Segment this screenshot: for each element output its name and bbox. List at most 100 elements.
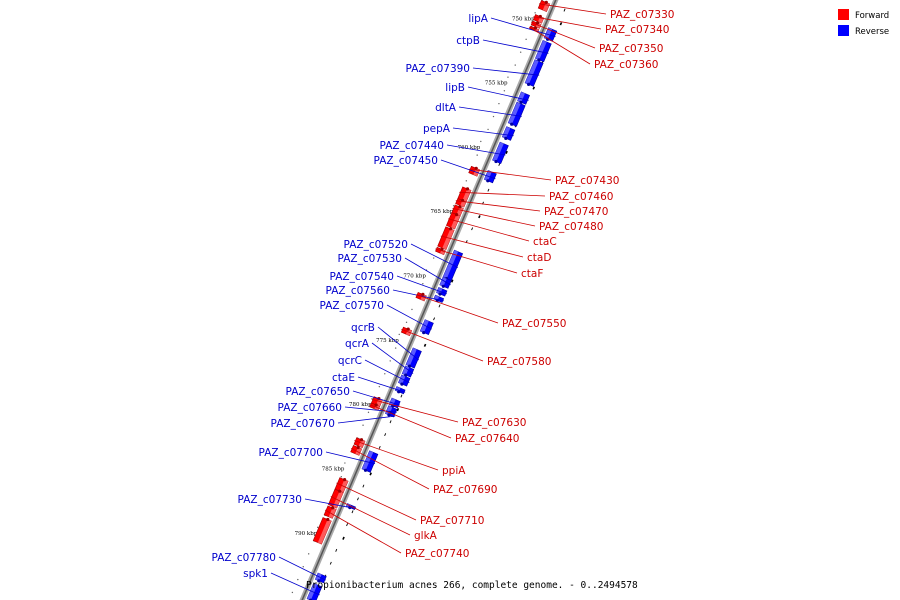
leader-line [371, 342, 414, 374]
gene-PAZ_c07480[interactable] [451, 204, 464, 217]
gene-PAZ_c07750[interactable] [312, 517, 332, 545]
label-PAZ_c07330[interactable]: PAZ_c07330 [538, 3, 674, 21]
label-PAZ_c07520[interactable]: PAZ_c07520 [344, 239, 459, 268]
gene-PAZ_c07390[interactable] [524, 59, 544, 87]
gene-ctpB[interactable] [535, 40, 552, 63]
label-spk1[interactable]: spk1 [243, 568, 320, 596]
gene-pepA[interactable] [501, 126, 516, 141]
tick-mark [505, 150, 508, 154]
minor-mark [362, 424, 364, 426]
label-PAZ_c07530[interactable]: PAZ_c07530 [338, 253, 451, 286]
gene-arrow-tip [441, 284, 445, 288]
backbone-core [301, 0, 557, 600]
label-lipA[interactable]: lipA [468, 13, 556, 37]
minor-mark [340, 475, 343, 478]
label-PAZ_c07650[interactable]: PAZ_c07650 [286, 386, 400, 406]
gene-label-text: PAZ_c07580 [487, 356, 551, 368]
label-qcrA[interactable]: qcrA [345, 338, 414, 374]
label-PAZ_c07340[interactable]: PAZ_c07340 [533, 16, 670, 36]
gene-arrow-tip [338, 489, 342, 493]
minor-mark [307, 553, 310, 555]
label-ctpB[interactable]: ctpB [456, 35, 549, 54]
gene-PAZ_c07570[interactable] [419, 319, 434, 335]
gene-label-text: PAZ_c07520 [344, 239, 408, 251]
tick-mark [532, 86, 536, 90]
label-qcrC[interactable]: qcrC [338, 355, 410, 383]
label-PAZ_c07660[interactable]: PAZ_c07660 [278, 402, 397, 414]
leader-line [401, 328, 484, 362]
gene-PAZ_c07330[interactable] [537, 0, 551, 12]
label-ctaE[interactable]: ctaE [332, 372, 406, 393]
leader-line [458, 106, 522, 117]
gene-lipB[interactable] [517, 91, 530, 105]
label-PAZ_c07450[interactable]: PAZ_c07450 [374, 155, 496, 180]
leader-line [410, 243, 459, 268]
gene-dltA[interactable] [507, 101, 526, 127]
minor-mark [367, 411, 370, 414]
gene-arrow-tip [458, 205, 462, 209]
minor-mark [398, 333, 400, 336]
tick-mark [487, 188, 490, 192]
gene-label-text: PAZ_c07710 [420, 515, 484, 527]
gene-PAZ_c07700[interactable] [361, 450, 379, 473]
gene-highlight [451, 214, 461, 229]
leader-line [452, 127, 514, 137]
legend-reverse-swatch [838, 25, 849, 36]
label-PAZ_c07540[interactable]: PAZ_c07540 [330, 271, 447, 295]
label-PAZ_c07570[interactable]: PAZ_c07570 [320, 300, 432, 330]
label-PAZ_c07580[interactable]: PAZ_c07580 [401, 328, 551, 368]
gene-ctaE[interactable] [394, 386, 406, 395]
label-PAZ_c07640[interactable]: PAZ_c07640 [369, 404, 520, 446]
label-qcrB[interactable]: qcrB [351, 322, 420, 361]
label-ctaD[interactable]: ctaD [440, 235, 552, 264]
label-PAZ_c07710[interactable]: PAZ_c07710 [336, 482, 485, 527]
label-PAZ_c07780[interactable]: PAZ_c07780 [212, 552, 326, 581]
minor-mark [487, 128, 489, 131]
label-dltA[interactable]: dltA [435, 102, 522, 117]
minor-mark [394, 347, 397, 349]
gene-qcrB[interactable] [405, 347, 422, 369]
label-ppiA[interactable]: ppiA [354, 440, 466, 478]
label-PAZ_c07460[interactable]: PAZ_c07460 [459, 191, 613, 203]
label-PAZ_c07740[interactable]: PAZ_c07740 [324, 509, 469, 560]
label-PAZ_c07700[interactable]: PAZ_c07700 [259, 447, 376, 465]
gene-arrow-tip [331, 506, 335, 510]
label-PAZ_c07730[interactable]: PAZ_c07730 [238, 494, 357, 510]
gene-arrow-tip [359, 438, 364, 442]
gene-ctaC[interactable] [446, 212, 461, 230]
leader-line [459, 191, 546, 197]
gene-label-text: PAZ_c07550 [502, 318, 566, 330]
label-PAZ_c07630[interactable]: PAZ_c07630 [371, 399, 527, 429]
label-PAZ_c07550[interactable]: PAZ_c07550 [415, 294, 566, 330]
label-PAZ_c07480[interactable]: PAZ_c07480 [452, 208, 604, 233]
gene-qcrA[interactable] [401, 365, 415, 378]
minor-mark [465, 180, 468, 182]
gene-highlight [508, 102, 521, 125]
minor-mark [405, 321, 408, 324]
label-pepA[interactable]: pepA [423, 123, 514, 137]
label-PAZ_c07440[interactable]: PAZ_c07440 [380, 140, 506, 156]
gene-ctaD[interactable] [437, 226, 455, 250]
label-lipB[interactable]: lipB [445, 82, 529, 101]
gene-label-text: PAZ_c07460 [549, 191, 613, 203]
gene-qcrC[interactable] [398, 374, 411, 387]
label-PAZ_c07670[interactable]: PAZ_c07670 [271, 415, 396, 430]
label-PAZ_c07690[interactable]: PAZ_c07690 [350, 447, 497, 496]
label-PAZ_c07360[interactable]: PAZ_c07360 [528, 26, 658, 71]
label-ctaC[interactable]: ctaC [448, 218, 557, 248]
label-PAZ_c07430[interactable]: PAZ_c07430 [469, 168, 619, 187]
gene-lipA[interactable] [543, 27, 558, 42]
label-PAZ_c07560[interactable]: PAZ_c07560 [326, 285, 444, 302]
label-PAZ_c07470[interactable]: PAZ_c07470 [455, 200, 609, 218]
gene-PAZ_c07690[interactable] [350, 445, 363, 456]
label-PAZ_c07390[interactable]: PAZ_c07390 [406, 63, 540, 76]
label-PAZ_c07350[interactable]: PAZ_c07350 [530, 22, 663, 56]
gene-label-text: qcrC [338, 355, 362, 367]
tick-label: 765 kbp [431, 209, 454, 215]
gene-PAZ_c07740[interactable] [323, 505, 337, 519]
label-ctaF[interactable]: ctaF [435, 248, 543, 280]
label-glkA[interactable]: glkA [330, 496, 438, 543]
tick-label: 755 kbp [485, 81, 508, 87]
gene-PAZ_c07440[interactable] [492, 141, 509, 164]
